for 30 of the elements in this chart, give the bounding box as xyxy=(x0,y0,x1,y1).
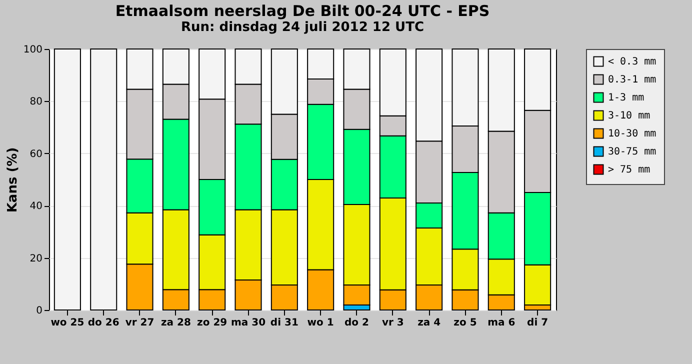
legend-label: < 0.3 mm xyxy=(608,56,656,68)
x-tick-label: vr 3 xyxy=(382,318,404,328)
y-tick-label: 80 xyxy=(30,96,42,108)
x-tick-label: wo 1 xyxy=(307,318,334,328)
x-tick-label: ma 30 xyxy=(230,318,266,328)
x-tick-label: za 28 xyxy=(160,318,191,328)
y-tick-label: 0 xyxy=(36,306,42,316)
x-tick-label: do 26 xyxy=(88,318,120,328)
y-tick-label: 100 xyxy=(23,44,42,56)
x-tick-label: di 7 xyxy=(527,318,548,328)
y-tick-label: 40 xyxy=(30,201,42,212)
legend-label: 0.3-1 mm xyxy=(608,74,656,86)
y-tick-label: 20 xyxy=(30,253,42,264)
x-tick-label: zo 5 xyxy=(454,318,477,328)
legend-label: > 75 mm xyxy=(608,164,650,176)
x-tick-label: ma 6 xyxy=(488,318,516,328)
y-tick-label: 60 xyxy=(30,148,42,160)
x-tick-label: di 31 xyxy=(270,318,298,328)
x-tick-label: do 2 xyxy=(344,318,370,328)
x-tick-label: wo 25 xyxy=(50,318,84,328)
legend-label: 1-3 mm xyxy=(608,92,644,104)
chart-subtitle: Run: dinsdag 24 juli 2012 12 UTC xyxy=(181,20,424,35)
y-axis-title: Kans (%) xyxy=(5,147,20,213)
legend-label: 30-75 mm xyxy=(608,146,656,158)
x-tick-label: za 4 xyxy=(418,318,441,328)
legend-label: 10-30 mm xyxy=(608,128,656,140)
legend-label: 3-10 mm xyxy=(608,110,650,122)
chart-title: Etmaalsom neerslag De Bilt 00-24 UTC - EPS xyxy=(115,2,490,20)
x-tick-label: zo 29 xyxy=(197,318,228,328)
x-tick-label: vr 27 xyxy=(125,318,154,328)
